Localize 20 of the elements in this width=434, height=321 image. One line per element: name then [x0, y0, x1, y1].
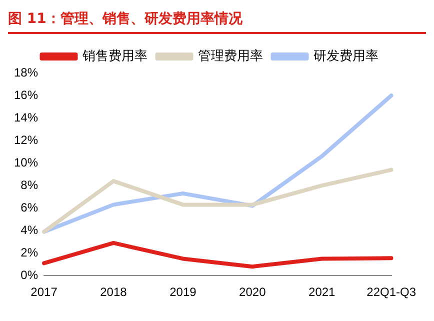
- x-tick-label: 2021: [308, 285, 336, 300]
- x-tick-label: 22Q1-Q3: [366, 285, 416, 300]
- x-tick-label: 2020: [239, 285, 266, 300]
- y-tick-label: 16%: [14, 88, 38, 102]
- legend-label: 管理费用率: [198, 48, 263, 64]
- y-tick-label: 14%: [14, 110, 38, 124]
- y-tick-label: 0%: [20, 268, 38, 282]
- x-tick-label: 2017: [30, 285, 58, 300]
- y-tick-label: 2%: [20, 245, 38, 260]
- y-tick-label: 18%: [14, 65, 38, 80]
- chart-title: 图 11：管理、销售、研发费用率情况: [8, 8, 426, 34]
- y-tick-label: 10%: [14, 155, 38, 170]
- y-tick-label: 6%: [20, 200, 38, 214]
- x-tick-label: 2018: [100, 285, 128, 300]
- y-tick-label: 4%: [20, 222, 38, 237]
- y-tick-label: 8%: [20, 178, 38, 192]
- legend-label: 研发费用率: [313, 48, 378, 64]
- x-tick-label: 2019: [170, 285, 197, 300]
- legend-label: 销售费用率: [81, 48, 148, 64]
- y-tick-label: 12%: [14, 132, 38, 147]
